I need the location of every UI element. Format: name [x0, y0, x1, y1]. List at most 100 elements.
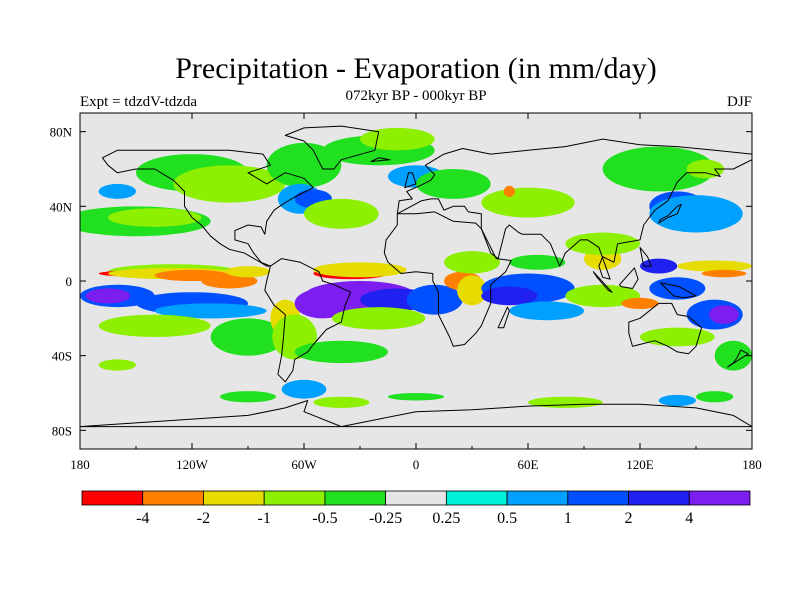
chart-title: Precipitation - Evaporation (in mm/day) — [175, 52, 657, 85]
field-blob-13 — [481, 187, 575, 218]
coastline-3 — [396, 138, 752, 280]
colorbar-label: -4 — [136, 510, 149, 527]
field-blob-20 — [565, 232, 641, 255]
coastline-7 — [404, 172, 417, 189]
chart-subtitle: 072kyr BP - 000kyr BP — [345, 88, 487, 104]
field-blob-50 — [565, 284, 641, 308]
field-blob-18 — [686, 159, 724, 179]
field-blob-1 — [108, 208, 202, 227]
field-blob-14 — [503, 185, 515, 197]
colorbar-swatch — [445, 490, 508, 506]
y-tick-label: 80N — [50, 125, 73, 140]
field-blob-44 — [457, 275, 487, 306]
field-blob-61 — [281, 379, 327, 399]
coastline-13 — [497, 306, 510, 329]
y-tick-label: 80S — [52, 423, 72, 438]
x-tick-label: 180 — [70, 457, 90, 472]
field-blob-54 — [677, 260, 752, 272]
colorbar-swatch — [567, 490, 629, 506]
field-blob-52 — [649, 277, 706, 300]
colorbar-label: 2 — [625, 510, 633, 527]
colorbar-label: -0.5 — [312, 510, 337, 527]
season-label: DJF — [726, 94, 752, 110]
field-blob-10 — [360, 127, 435, 151]
x-tick-label: 0 — [413, 457, 420, 472]
field-blob-25 — [201, 273, 258, 289]
field-blob-28 — [85, 288, 131, 304]
field-blob-42 — [294, 340, 389, 364]
colorbar-swatch — [263, 490, 326, 506]
field-blob-64 — [388, 393, 444, 401]
colorbar-swatch — [324, 490, 387, 506]
y-axis: 80N 40N 0 40S 80S — [50, 125, 752, 438]
field-blob-67 — [696, 391, 734, 403]
colorbar-swatch — [81, 490, 144, 506]
field-blob-17 — [602, 146, 715, 192]
field-blob-12 — [416, 169, 491, 199]
field-blob-32 — [210, 318, 286, 356]
field-blob-16 — [649, 195, 743, 233]
coastline-1 — [264, 258, 352, 383]
field-blob-57 — [709, 305, 739, 324]
coastline-10 — [619, 267, 639, 289]
x-tick-label: 180 — [742, 457, 762, 472]
coastlines — [80, 125, 752, 428]
field-blob-31 — [98, 314, 211, 337]
field-blob-66 — [658, 394, 696, 407]
field-blob-2 — [98, 183, 136, 199]
coastline-8 — [658, 204, 682, 224]
colorbar-label: -2 — [197, 510, 210, 527]
field-blob-38 — [294, 288, 351, 319]
colorbar-swatch — [688, 490, 751, 506]
field-blob-62 — [220, 391, 276, 403]
colorbar-swatch — [628, 490, 690, 506]
coastline-9 — [592, 271, 613, 293]
colorbar-label: 0.25 — [432, 510, 460, 527]
field-blob-5 — [266, 142, 342, 188]
coastline-14 — [370, 157, 391, 162]
colorbar-label: 4 — [685, 510, 693, 527]
field-blob-63 — [313, 396, 370, 408]
field-blob-40 — [406, 284, 463, 315]
coastline-11 — [660, 282, 697, 299]
field-blob-8 — [304, 198, 379, 229]
x-tick-label: 60E — [518, 457, 539, 472]
x-axis: 180 120W 60W 0 60E 120E 180 — [70, 113, 762, 472]
field-blob-48 — [509, 301, 584, 321]
y-tick-label: 0 — [66, 274, 73, 289]
y-tick-label: 40S — [52, 349, 72, 364]
colorbar-swatch — [385, 490, 447, 506]
coastline-15 — [639, 246, 652, 267]
field-blob-45 — [444, 251, 500, 274]
x-tick-label: 120W — [176, 457, 209, 472]
coastline-0 — [101, 149, 314, 267]
colorbar-label: -0.25 — [369, 510, 402, 527]
precip-evap-field — [80, 127, 752, 408]
field-blob-47 — [481, 286, 538, 306]
field-blob-58 — [640, 327, 715, 347]
coastline-12 — [727, 349, 749, 368]
colorbar-swatch — [506, 490, 569, 506]
experiment-label: Expt = tdzdV-tdzda — [80, 94, 198, 110]
colorbar-label: 1 — [564, 510, 572, 527]
field-blob-55 — [701, 269, 747, 278]
field-blob-30 — [154, 303, 267, 319]
coastline-2 — [383, 211, 512, 347]
x-tick-label: 60W — [291, 457, 317, 472]
colorbar-swatch — [203, 490, 265, 506]
colorbar: -4 -2 -1 -0.5 -0.25 0.25 0.5 1 2 4 — [81, 490, 751, 527]
field-blob-65 — [528, 396, 603, 408]
field-blob-4 — [173, 165, 286, 203]
coastline-6 — [80, 400, 752, 428]
field-blob-26 — [225, 266, 271, 278]
colorbar-label: -1 — [258, 510, 271, 527]
coastline-4 — [628, 302, 703, 355]
field-blob-41 — [332, 307, 426, 330]
field-blob-60 — [98, 359, 136, 371]
field-blob-51 — [621, 297, 659, 309]
coastline-5 — [284, 125, 380, 170]
y-tick-label: 40N — [50, 199, 73, 214]
field-blob-49 — [509, 254, 566, 270]
colorbar-swatch — [142, 490, 204, 506]
